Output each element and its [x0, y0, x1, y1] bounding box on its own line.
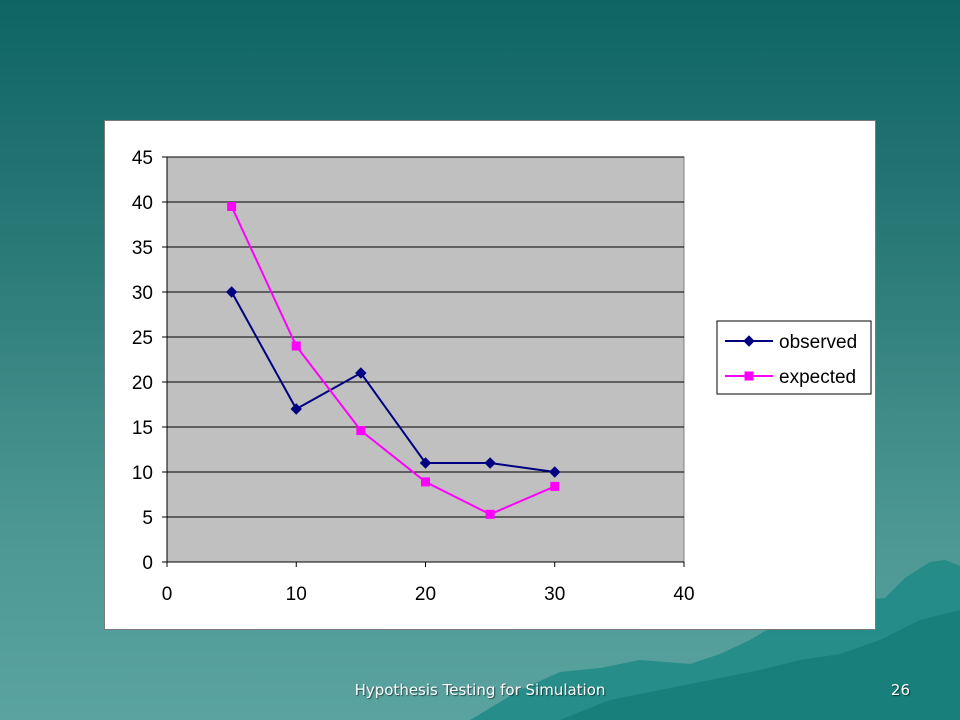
series-point-observed-2 — [355, 367, 367, 379]
x-tick-label-10: 10 — [286, 584, 307, 605]
x-tick-label-0: 0 — [162, 584, 173, 605]
page-number: 26 — [890, 681, 910, 699]
legend-label-observed: observed — [779, 332, 857, 353]
y-tick-label-20: 20 — [132, 373, 153, 394]
series-point-expected-4 — [485, 509, 495, 519]
legend-box — [716, 320, 872, 395]
chart-frame: 0 5 10 15 20 25 30 35 40 45 0 10 20 30 40 observed expec… — [104, 120, 876, 630]
y-tick-label-45: 45 — [132, 148, 153, 169]
series-point-observed-4 — [484, 457, 496, 469]
x-tick-label-40: 40 — [673, 584, 694, 605]
series-point-expected-5 — [550, 481, 560, 491]
series-point-expected-2 — [356, 426, 366, 436]
y-tick-label-15: 15 — [132, 418, 153, 439]
y-tick-label-0: 0 — [142, 553, 153, 574]
x-tick-label-30: 30 — [544, 584, 565, 605]
y-tick-label-25: 25 — [132, 328, 153, 349]
series-point-expected-3 — [421, 477, 430, 487]
plot-area — [166, 156, 685, 563]
series-point-observed-5 — [549, 466, 561, 478]
y-tick-label-30: 30 — [132, 283, 153, 304]
series-point-expected-1 — [291, 341, 301, 351]
series-point-observed-0 — [225, 286, 238, 298]
series-line-observed — [230, 291, 555, 473]
legend-marker-observed — [743, 335, 755, 347]
series-point-expected-0 — [227, 202, 237, 211]
y-tick-label-40: 40 — [132, 193, 153, 214]
x-tick-label-20: 20 — [415, 584, 436, 605]
legend-marker-expected — [744, 371, 754, 381]
series-line-expected — [230, 206, 556, 516]
footer-title: Hypothesis Testing for Simulation — [354, 681, 606, 699]
y-tick-label-10: 10 — [132, 463, 153, 484]
line-chart: 0 5 10 15 20 25 30 35 40 45 0 10 20 30 40 observed expec… — [132, 148, 872, 605]
legend-label-expected: expected — [779, 367, 856, 388]
series-point-observed-1 — [290, 403, 302, 415]
y-tick-label-35: 35 — [132, 238, 153, 259]
y-tick-label-5: 5 — [142, 508, 153, 529]
series-point-observed-3 — [419, 457, 432, 469]
